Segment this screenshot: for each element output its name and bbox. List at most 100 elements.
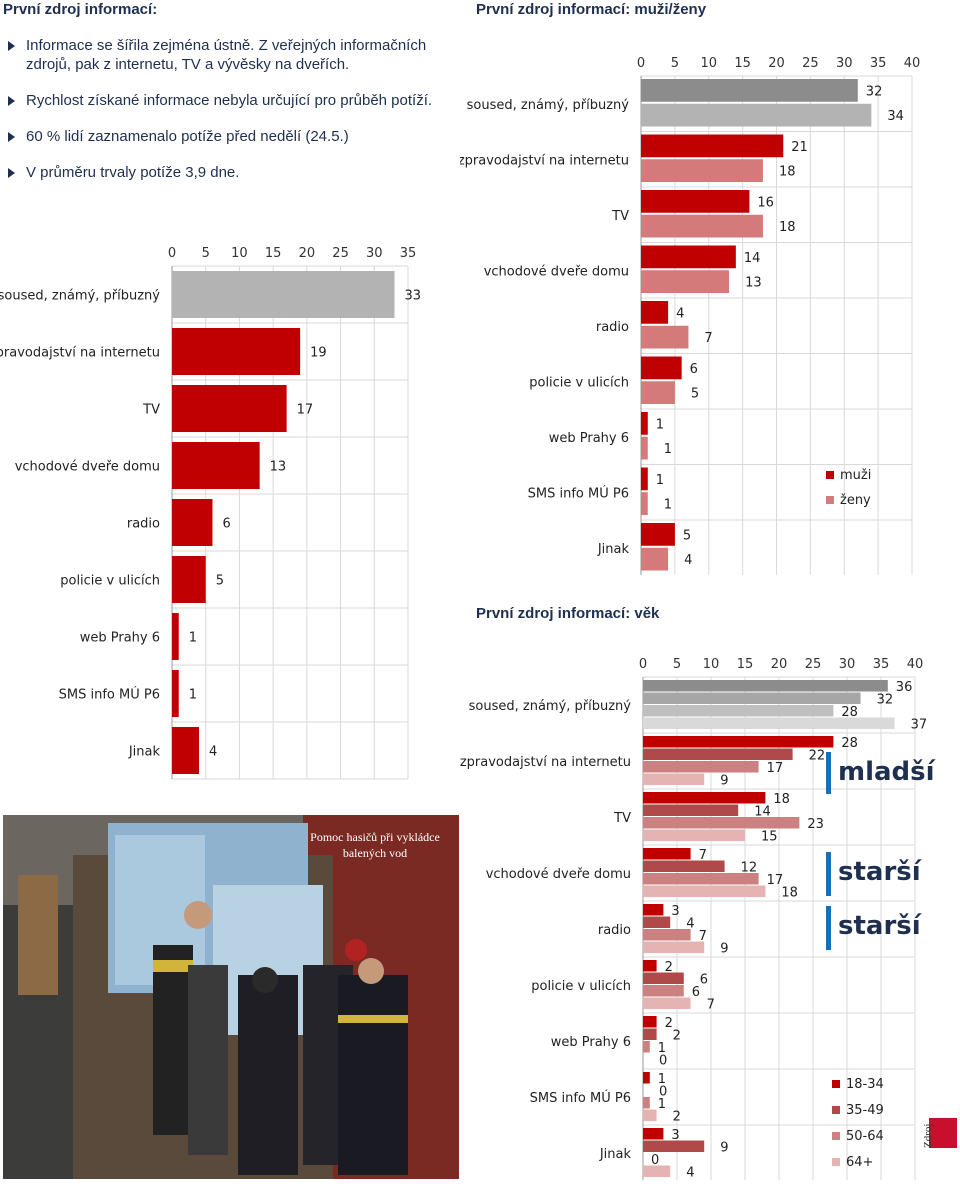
data-label: 28 xyxy=(841,736,858,751)
bar xyxy=(643,997,691,1009)
bar xyxy=(172,328,301,375)
data-label: 15 xyxy=(761,829,778,844)
data-label: 19 xyxy=(310,346,327,361)
age-chart-title: První zdroj informací: věk xyxy=(476,605,660,622)
data-label: 22 xyxy=(809,748,826,763)
data-label: 2 xyxy=(673,1109,681,1124)
legend-label: muži xyxy=(840,468,871,483)
tick-label: 20 xyxy=(299,246,316,261)
tick-label: 25 xyxy=(802,56,819,71)
bar xyxy=(643,761,759,773)
bar xyxy=(643,705,834,717)
tag-marker xyxy=(826,906,831,950)
tick-label: 15 xyxy=(737,657,754,672)
legend-label: 50-64 xyxy=(846,1129,884,1144)
data-label: 6 xyxy=(690,362,698,377)
bar xyxy=(643,885,766,897)
bar xyxy=(643,680,888,692)
tick-label: 35 xyxy=(870,56,887,71)
bar xyxy=(172,670,179,717)
tick-label: 30 xyxy=(839,657,856,672)
data-label: 1 xyxy=(189,688,197,703)
data-label: 17 xyxy=(767,761,784,776)
bar xyxy=(643,1041,650,1053)
data-label: 18 xyxy=(779,165,796,180)
data-label: 7 xyxy=(699,848,707,863)
category-label: radio xyxy=(127,517,160,532)
data-label: 3 xyxy=(671,904,679,919)
category-label: web Prahy 6 xyxy=(80,631,160,646)
bar xyxy=(643,717,895,729)
bar xyxy=(643,1072,650,1084)
category-label: radio xyxy=(596,320,629,335)
data-label: 0 xyxy=(659,1053,667,1068)
tick-label: 10 xyxy=(231,246,248,261)
bullet-text: 60 % lidí zaznamenalo potíže před nedělí… xyxy=(26,128,349,145)
tick-label: 10 xyxy=(703,657,720,672)
data-label: 18 xyxy=(781,885,798,900)
legend-swatch xyxy=(826,471,834,479)
tick-label: 30 xyxy=(366,246,383,261)
legend-swatch xyxy=(832,1132,840,1140)
tick-label: 40 xyxy=(907,657,924,672)
bar xyxy=(643,792,766,804)
data-label: 4 xyxy=(676,306,684,321)
tick-label: 0 xyxy=(168,246,176,261)
data-label: 0 xyxy=(651,1153,659,1168)
data-label: 13 xyxy=(745,276,762,291)
category-label: TV xyxy=(613,811,631,826)
data-label: 1 xyxy=(656,473,664,488)
bar xyxy=(643,692,861,704)
category-label: vchodové dveře domu xyxy=(15,460,160,475)
data-label: 2 xyxy=(673,1028,681,1043)
bar xyxy=(643,1028,657,1040)
photo-firefighters xyxy=(3,815,459,1179)
photo-caption: Pomoc hasičů při vykládce balených vod xyxy=(310,830,440,860)
data-label: 6 xyxy=(222,517,230,532)
arrow-right-icon xyxy=(8,96,15,106)
tick-label: 5 xyxy=(671,56,679,71)
bar xyxy=(643,1165,671,1177)
bar xyxy=(172,499,213,546)
arrow-right-icon xyxy=(8,132,15,142)
data-label: 6 xyxy=(692,985,700,1000)
data-label: 9 xyxy=(720,1140,728,1155)
tick-label: 15 xyxy=(265,246,282,261)
bullet-text: V průměru trvaly potíže 3,9 dne. xyxy=(26,164,240,181)
bar xyxy=(643,904,664,916)
category-label: SMS info MÚ P6 xyxy=(59,687,160,703)
bar xyxy=(643,1128,664,1140)
bar xyxy=(641,214,763,238)
category-label: Jinak xyxy=(128,745,161,760)
data-label: 1 xyxy=(658,1072,666,1087)
tick-label: 10 xyxy=(700,56,717,71)
arrow-right-icon xyxy=(8,168,15,178)
bar xyxy=(643,1097,650,1109)
bar xyxy=(641,381,675,404)
bar xyxy=(643,848,691,860)
bar xyxy=(643,972,684,984)
category-label: zpravodajství na internetu xyxy=(460,755,631,770)
data-label: 4 xyxy=(209,745,217,760)
category-label: policie v ulicích xyxy=(531,979,631,994)
data-label: 14 xyxy=(744,251,761,266)
data-label: 4 xyxy=(684,553,692,568)
data-label: 1 xyxy=(189,631,197,646)
bar xyxy=(641,467,648,491)
data-label: 18 xyxy=(773,792,790,807)
data-label: 9 xyxy=(720,941,728,956)
category-label: soused, známý, příbuzný xyxy=(0,289,160,304)
data-label: 4 xyxy=(686,1165,694,1180)
legend-label: ženy xyxy=(840,493,871,508)
source-label: Zdroj xyxy=(922,1123,934,1148)
gender-chart-title: První zdroj informací: muži/ženy xyxy=(476,1,707,18)
bar xyxy=(641,245,736,269)
data-label: 18 xyxy=(779,220,796,235)
bar xyxy=(641,134,784,158)
data-label: 7 xyxy=(704,331,712,346)
data-label: 17 xyxy=(767,873,784,888)
bullet-text: Rychlost získané informace nebyla určují… xyxy=(26,92,433,109)
category-label: Jinak xyxy=(597,542,630,557)
data-label: 1 xyxy=(664,498,672,513)
